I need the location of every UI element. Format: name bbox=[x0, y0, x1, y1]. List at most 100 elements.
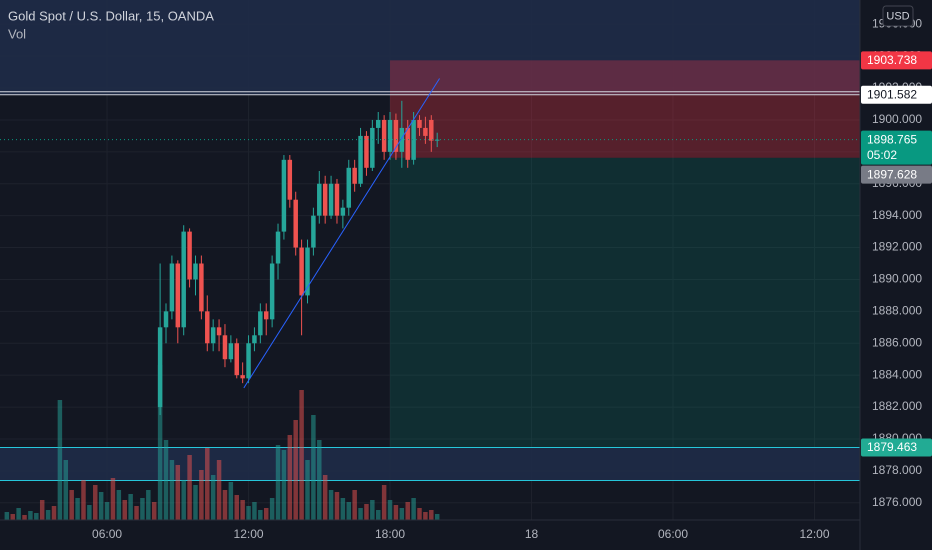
candle-body bbox=[334, 183, 340, 216]
candle-body bbox=[387, 119, 393, 152]
currency[interactable]: USD bbox=[886, 10, 909, 22]
x-tick-label: 18 bbox=[525, 527, 539, 541]
candle-body bbox=[222, 335, 228, 360]
candle-body bbox=[328, 183, 334, 216]
trendline bbox=[243, 78, 440, 389]
volume-bar bbox=[87, 505, 92, 520]
price-tag bbox=[861, 85, 932, 104]
candle-body bbox=[205, 311, 210, 344]
volume-bar bbox=[116, 490, 122, 520]
y-tick-label: 1882.000 bbox=[872, 399, 922, 413]
volume-bar bbox=[57, 400, 63, 520]
candle-body bbox=[305, 247, 310, 296]
volume-bar bbox=[10, 514, 15, 520]
price-tag-label: 1901.582 bbox=[867, 87, 917, 101]
volume-bar bbox=[187, 455, 192, 520]
y-tick-label: 1888.000 bbox=[872, 304, 922, 318]
candle-body bbox=[358, 135, 363, 184]
volume-bar bbox=[328, 490, 334, 520]
volume-bar bbox=[39, 500, 45, 520]
price-tag-label: 1897.628 bbox=[867, 167, 917, 181]
candle-body bbox=[346, 167, 352, 208]
y-tick-label: 1884.000 bbox=[872, 367, 922, 381]
candle-body bbox=[429, 119, 434, 141]
volume-bar bbox=[104, 502, 110, 520]
volume-bar bbox=[381, 485, 387, 520]
volume-bar bbox=[222, 490, 228, 520]
volume-bar bbox=[246, 506, 251, 520]
volume-bar bbox=[258, 510, 263, 520]
volume-bar bbox=[340, 498, 346, 520]
candle-body bbox=[370, 127, 375, 168]
price-tag bbox=[861, 51, 932, 70]
y-tick-label: 1886.000 bbox=[872, 335, 922, 349]
currency-button[interactable] bbox=[882, 5, 914, 27]
volume-label: Vol bbox=[8, 26, 26, 41]
volume-bar bbox=[375, 510, 381, 520]
volume-bar bbox=[181, 480, 186, 520]
volume-bar bbox=[175, 465, 181, 520]
volume-bar bbox=[370, 500, 375, 520]
candle-body bbox=[216, 327, 222, 336]
candle-body bbox=[252, 335, 257, 344]
candle-body bbox=[340, 207, 346, 216]
volume-bar bbox=[334, 492, 340, 520]
volume-bar bbox=[122, 500, 127, 520]
candle-body bbox=[246, 343, 251, 379]
volume-bar bbox=[364, 504, 369, 520]
price-tag bbox=[861, 165, 932, 184]
volume-bar bbox=[169, 460, 175, 520]
volume-bar bbox=[352, 490, 357, 520]
stop-zone bbox=[390, 60, 860, 158]
volume-bar bbox=[269, 498, 275, 520]
volume-bar bbox=[81, 480, 86, 520]
volume-bar bbox=[151, 502, 157, 520]
volume-bar bbox=[228, 482, 234, 520]
y-tick-label: 1878.000 bbox=[872, 463, 922, 477]
volume-bar bbox=[411, 498, 416, 520]
volume-bar bbox=[322, 475, 328, 520]
candle-body bbox=[163, 311, 169, 328]
volume-bar bbox=[51, 506, 57, 520]
candle-body bbox=[269, 263, 275, 320]
price-tag bbox=[861, 130, 932, 165]
price-tag-label: 1879.463 bbox=[867, 440, 917, 454]
x-tick-label: 06:00 bbox=[658, 527, 688, 541]
volume-bar bbox=[110, 478, 116, 520]
candle-body bbox=[157, 327, 163, 408]
volume-bar bbox=[216, 460, 222, 520]
volume-bar bbox=[429, 510, 434, 520]
candle-body bbox=[169, 263, 175, 312]
candle-body bbox=[263, 311, 269, 320]
x-tick-label: 12:00 bbox=[234, 527, 264, 541]
candle-body bbox=[405, 127, 410, 160]
volume-bar bbox=[75, 498, 80, 520]
volume-bar bbox=[263, 508, 269, 520]
volume-bar bbox=[199, 470, 204, 520]
volume-bar bbox=[252, 502, 257, 520]
volume-bar bbox=[205, 448, 210, 520]
x-tick-label: 18:00 bbox=[375, 527, 405, 541]
volume-bar bbox=[163, 440, 169, 520]
candle-body bbox=[240, 375, 245, 379]
x-tick-label: 06:00 bbox=[92, 527, 122, 541]
chart-title: Gold Spot / U.S. Dollar, 15, OANDA bbox=[8, 8, 214, 23]
y-tick-label: 1876.000 bbox=[872, 495, 922, 509]
volume-bar bbox=[93, 485, 98, 520]
candle-body bbox=[411, 119, 416, 160]
candle-body bbox=[281, 159, 287, 232]
volume-bar bbox=[4, 512, 10, 520]
volume-bar bbox=[157, 365, 163, 520]
candle-body bbox=[293, 199, 298, 248]
volume-bar bbox=[299, 390, 304, 520]
candle-body bbox=[393, 119, 399, 152]
volume-bar bbox=[140, 498, 145, 520]
volume-bar bbox=[346, 502, 352, 520]
volume-bar bbox=[210, 475, 216, 520]
candle-body bbox=[311, 215, 316, 248]
candle-body bbox=[187, 231, 192, 280]
candle-body bbox=[381, 119, 387, 152]
volume-bar bbox=[28, 511, 33, 520]
candle-body bbox=[364, 135, 369, 168]
